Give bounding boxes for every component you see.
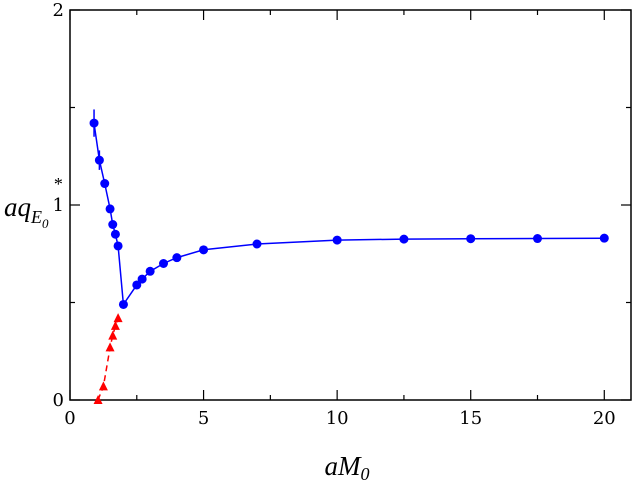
data-point [110, 229, 120, 239]
x-tick-label: 10 [326, 408, 349, 429]
x-axis-label-main: aM [325, 451, 363, 481]
plot-frame [69, 9, 632, 401]
data-point [105, 204, 115, 214]
series-layer [89, 109, 609, 404]
data-point [132, 280, 142, 290]
data-point [94, 155, 104, 165]
y-axis-label-sup: * [53, 174, 62, 194]
data-point [108, 220, 118, 229]
x-tick-label: 15 [459, 408, 482, 429]
data-point [108, 330, 118, 340]
data-point [399, 234, 409, 244]
data-point [118, 299, 128, 309]
data-point [145, 266, 155, 276]
x-tick-label: 5 [198, 408, 209, 429]
y-tick-label: 0 [53, 390, 64, 411]
data-point [466, 234, 476, 244]
data-point [252, 239, 262, 249]
data-point [159, 259, 168, 268]
data-point [93, 395, 103, 404]
data-point [137, 274, 147, 284]
x-tick-label: 20 [593, 408, 616, 429]
data-point [98, 381, 108, 391]
data-point [110, 320, 120, 330]
series-triangle [93, 313, 123, 404]
data-point [113, 313, 123, 323]
data-point [105, 342, 115, 352]
y-axis-label-subsub: 0 [42, 216, 49, 231]
tick-labels: 0 5 10 15 20 0 1 2 [53, 0, 616, 429]
series-circle [89, 109, 609, 309]
y-tick-label: 1 [53, 195, 64, 216]
y-axis-label-sub: E [30, 207, 42, 227]
x-tick-label: 0 [64, 408, 75, 429]
data-point [533, 234, 542, 244]
data-point [599, 233, 609, 243]
data-point [199, 245, 209, 255]
data-point [172, 253, 182, 263]
data-point [89, 118, 99, 128]
axis-ticks [69, 9, 631, 401]
y-axis-label-main: aq [4, 192, 31, 222]
y-axis-label: aqE0 [4, 192, 49, 231]
y-tick-label: 2 [53, 0, 64, 21]
data-point [100, 179, 110, 189]
data-point [332, 235, 342, 245]
x-axis-label-sub: 0 [361, 464, 370, 484]
data-point [113, 241, 123, 251]
series-line [93, 122, 605, 307]
x-axis-label: aM0 [325, 451, 370, 484]
